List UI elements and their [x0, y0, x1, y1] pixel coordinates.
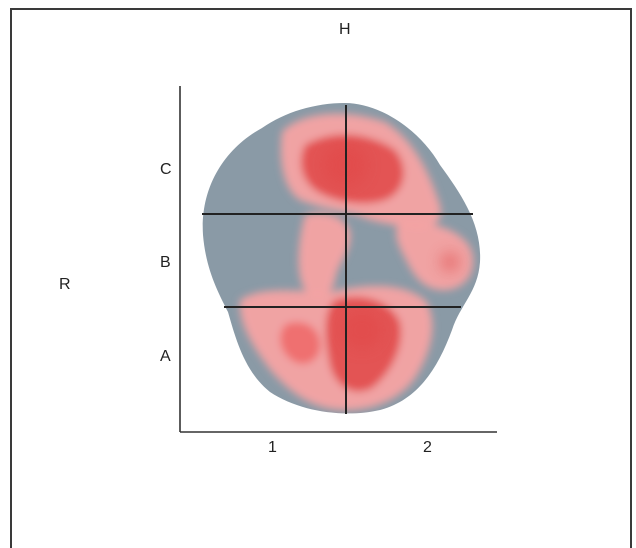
stain-spot-lower: [342, 310, 382, 350]
row-label-a: A: [160, 348, 171, 365]
stain-region-middle-right: [396, 221, 474, 291]
stained-regions: [239, 113, 474, 411]
stain-region-lower-left-core: [280, 322, 321, 364]
row-label-b: B: [160, 254, 171, 271]
stain-region-middle-left: [298, 213, 351, 297]
top-orientation-label: H: [339, 21, 351, 38]
column-label-1: 1: [268, 439, 277, 456]
stain-spot-right: [440, 252, 460, 272]
column-label-2: 2: [423, 439, 432, 456]
left-orientation-label: R: [59, 276, 71, 293]
row-label-c: C: [160, 161, 172, 178]
figure-border: [10, 8, 632, 548]
